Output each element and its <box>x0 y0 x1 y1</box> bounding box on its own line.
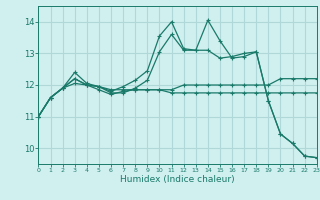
X-axis label: Humidex (Indice chaleur): Humidex (Indice chaleur) <box>120 175 235 184</box>
